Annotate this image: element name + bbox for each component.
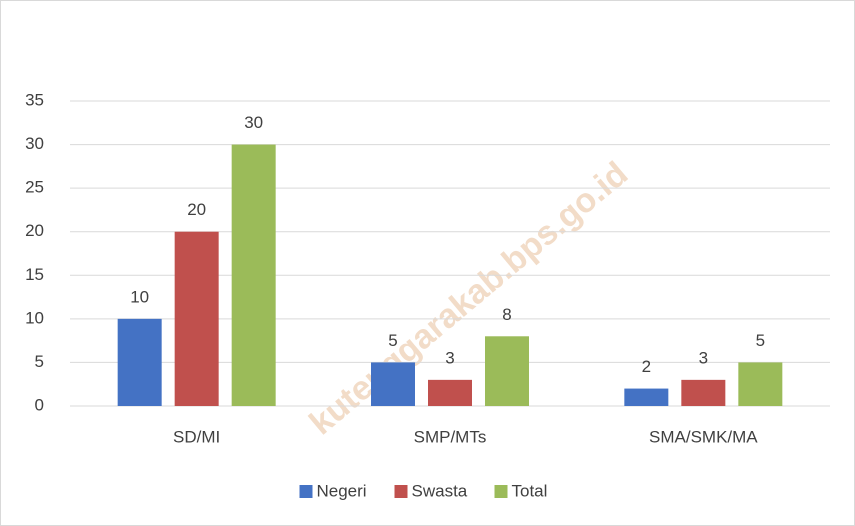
legend-swatch xyxy=(299,485,313,498)
value-label: 3 xyxy=(445,348,454,367)
value-label: 10 xyxy=(130,287,149,306)
legend-label: Negeri xyxy=(317,481,367,500)
legend-label: Total xyxy=(512,481,548,500)
bar xyxy=(371,362,415,406)
value-label: 20 xyxy=(187,200,206,219)
legend-swatch xyxy=(494,485,508,498)
legend-swatch xyxy=(394,485,408,498)
y-tick-label: 15 xyxy=(25,265,44,284)
y-tick-label: 20 xyxy=(25,221,44,240)
bar xyxy=(681,379,726,406)
value-label: 8 xyxy=(502,305,511,324)
y-tick-label: 10 xyxy=(25,308,44,327)
x-tick-label: SMA/SMK/MA xyxy=(649,427,758,446)
bar xyxy=(738,362,783,406)
y-tick-label: 0 xyxy=(35,395,44,414)
bar xyxy=(174,231,219,406)
y-tick-label: 5 xyxy=(35,352,44,371)
y-tick-label: 35 xyxy=(25,90,44,109)
legend-label: Swasta xyxy=(412,481,468,500)
bar xyxy=(485,336,529,406)
bar xyxy=(624,388,669,406)
value-label: 30 xyxy=(244,113,263,132)
y-tick-label: 25 xyxy=(25,178,44,197)
value-label: 2 xyxy=(642,357,651,376)
bar xyxy=(117,318,162,406)
bar xyxy=(231,144,276,407)
x-tick-label: SD/MI xyxy=(173,427,220,446)
value-label: 5 xyxy=(756,331,765,350)
x-tick-label: SMP/MTs xyxy=(414,427,487,446)
y-tick-label: 30 xyxy=(25,134,44,153)
value-label: 5 xyxy=(388,331,397,350)
bar xyxy=(428,379,472,406)
value-label: 3 xyxy=(699,348,708,367)
